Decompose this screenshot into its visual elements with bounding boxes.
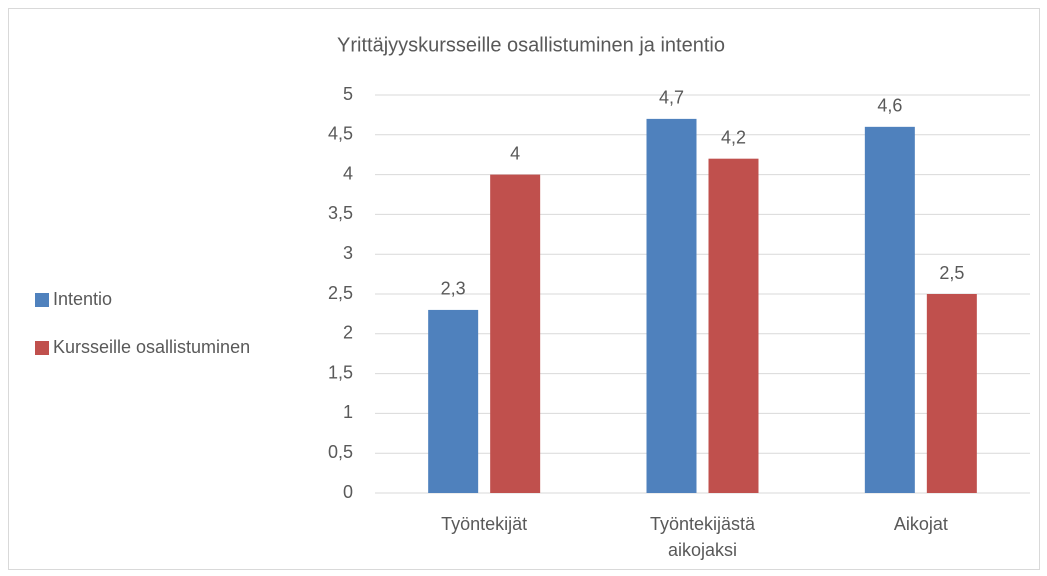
- y-tick-label: 2: [343, 323, 353, 343]
- data-label: 4,6: [877, 96, 902, 116]
- y-tick-label: 4: [343, 163, 353, 183]
- y-tick-label: 3: [343, 243, 353, 263]
- data-label: 4,2: [721, 127, 746, 147]
- y-tick-label: 4,5: [328, 124, 353, 144]
- legend-label: Intentio: [53, 289, 112, 309]
- bar: [708, 158, 759, 493]
- y-tick-label: 0: [343, 482, 353, 502]
- chart-title: Yrittäjyyskursseille osallistuminen ja i…: [337, 34, 725, 56]
- x-tick-label: Työntekijät: [441, 514, 528, 534]
- legend-label: Kursseille osallistuminen: [53, 337, 250, 357]
- bar: [864, 126, 915, 493]
- legend-swatch: [35, 293, 49, 307]
- data-label: 4: [510, 143, 520, 163]
- legend-swatch: [35, 341, 49, 355]
- bar: [646, 118, 697, 493]
- y-tick-label: 0,5: [328, 442, 353, 462]
- y-tick-label: 1: [343, 402, 353, 422]
- bar: [926, 294, 977, 493]
- x-tick-label: Aikojat: [893, 514, 948, 534]
- y-tick-label: 1,5: [328, 362, 353, 382]
- y-tick-label: 5: [343, 84, 353, 104]
- data-label: 2,5: [939, 263, 964, 283]
- y-tick-label: 3,5: [328, 203, 353, 223]
- data-label: 4,7: [659, 88, 684, 108]
- y-tick-label: 2,5: [328, 283, 353, 303]
- bar: [490, 174, 541, 493]
- data-label: 2,3: [441, 279, 466, 299]
- bar: [428, 309, 479, 493]
- x-tick-label: Työntekijästä aikojaksi: [649, 514, 756, 560]
